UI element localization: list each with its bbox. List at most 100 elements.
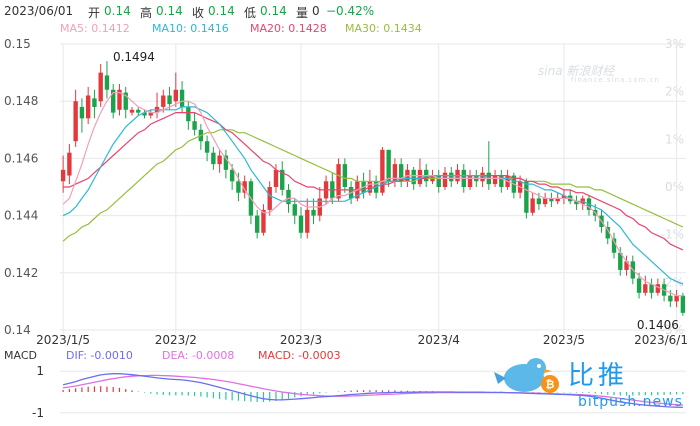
ma10-legend: MA10: 0.1416: [152, 22, 229, 35]
dif-line: [62, 373, 683, 409]
dif-legend: DIF: -0.0010: [66, 349, 133, 362]
candle-down: [286, 189, 291, 205]
candle-up: [273, 169, 279, 187]
candle-up: [480, 172, 485, 182]
candle-up: [173, 89, 179, 102]
candle-down: [123, 92, 128, 110]
candle-up: [442, 172, 448, 187]
candle-up: [73, 101, 78, 142]
dea-legend: DEA: -0.0008: [162, 349, 235, 362]
high-price-label: 0.1494: [113, 50, 155, 64]
candle-down: [167, 95, 172, 105]
percent-tick-label: 2%: [665, 85, 684, 99]
price-tick-label: 0.142: [4, 266, 38, 280]
date-tick-label: 2023/2: [155, 333, 197, 346]
close-label: 收: [192, 6, 205, 20]
macd-tick-label: -1: [32, 406, 44, 420]
macd-value-legend: MACD: -0.0003: [258, 349, 341, 362]
percent-tick-label: -1%: [661, 228, 684, 242]
candle-down: [204, 141, 210, 153]
candle-up: [148, 112, 153, 116]
volume-label: 量: [296, 6, 309, 20]
candle-down: [618, 252, 623, 270]
open-label: 开: [88, 6, 101, 20]
candle-up: [530, 198, 535, 213]
candle-down: [611, 238, 617, 253]
low-price-label: 0.1406: [637, 318, 679, 332]
candle-up: [492, 175, 498, 185]
high-value: 0.14: [156, 4, 183, 18]
candle-up: [161, 95, 166, 107]
high-label: 高: [140, 6, 153, 20]
price-tick-label: 0.144: [4, 209, 38, 223]
candle-down: [254, 215, 260, 233]
candle-up: [85, 95, 91, 119]
macd-title: MACD: [4, 349, 37, 362]
candle-down: [192, 121, 197, 130]
candle-down: [386, 149, 391, 182]
candle-down: [229, 169, 235, 182]
ma30-line: [62, 129, 684, 242]
candle-up: [305, 209, 310, 233]
candle-up: [261, 209, 266, 233]
candle-up: [542, 198, 548, 205]
candle-up: [60, 169, 66, 182]
date-tick-label: 2023/4: [418, 333, 460, 346]
ma5-line: [62, 92, 683, 297]
candle-down: [411, 169, 416, 185]
candle-down: [92, 98, 97, 107]
sina-finance-watermark: sina 新浪财经 finance.sina.com.cn: [538, 62, 659, 84]
ma5-legend: MA5: 0.1412: [60, 22, 130, 35]
candle-down: [605, 227, 610, 239]
ma20-legend: MA20: 0.1428: [250, 22, 327, 35]
candle-up: [674, 295, 679, 302]
candle-up: [392, 164, 398, 182]
price-tick-label: 0.148: [4, 94, 38, 108]
ma20-line: [63, 112, 684, 251]
percent-tick-label: 0%: [665, 180, 684, 194]
ma30-legend: MA30: 0.1434: [345, 22, 422, 35]
open-value: 0.14: [104, 4, 131, 18]
candle-down: [668, 295, 673, 302]
candle-down: [636, 278, 642, 293]
date-tick-label: 2023/3: [280, 333, 322, 346]
candle-up: [217, 155, 222, 165]
candle-down: [298, 215, 304, 233]
ma-legend: MA5: 0.1412 MA10: 0.1416 MA20: 0.1428 MA…: [0, 20, 700, 38]
percent-tick-label: -2%: [661, 275, 684, 289]
bitpush-url-watermark: bitpush.news: [578, 394, 683, 410]
candle-up: [129, 109, 135, 113]
header-date: 2023/06/01: [4, 4, 74, 18]
candle-up: [67, 152, 72, 176]
candle-down: [211, 152, 216, 165]
sina-logo-text: sina 新浪财经: [538, 64, 615, 78]
candle-down: [342, 164, 348, 187]
candle-down: [186, 106, 191, 122]
percent-tick-label: -3%: [661, 323, 684, 337]
candle-up: [336, 164, 341, 199]
bird-logo-icon: ₿: [494, 358, 559, 393]
candle-up: [98, 72, 103, 102]
price-tick-label: 0.14: [4, 323, 31, 337]
macd-tick-label: 1: [36, 364, 44, 378]
candle-up: [624, 261, 629, 270]
date-tick-label: 2023/6/1: [634, 333, 688, 346]
candle-down: [142, 112, 147, 116]
candle-up: [117, 89, 122, 110]
change-percent: −0.42%: [326, 4, 375, 18]
volume-value: 0: [312, 4, 320, 18]
percent-tick-label: 1%: [665, 132, 684, 146]
candle-down: [499, 175, 504, 187]
candlestick-chart: 0.15 0.148 0.146 0.144 0.142 0.14 3% 2% 1% 0% -1% -…: [4, 37, 688, 346]
dea-line: [63, 374, 683, 406]
candle-up: [267, 187, 272, 210]
candle-up: [417, 169, 423, 185]
candle-down: [311, 209, 316, 216]
candle-up: [655, 284, 661, 293]
sina-url-text: finance.sina.com.cn: [571, 76, 660, 84]
candle-up: [380, 149, 385, 193]
candle-down: [223, 155, 229, 170]
candle-up: [467, 175, 473, 187]
macd-legend: MACD DIF: -0.0010 DEA: -0.0008 MACD: -0.…: [0, 348, 700, 364]
